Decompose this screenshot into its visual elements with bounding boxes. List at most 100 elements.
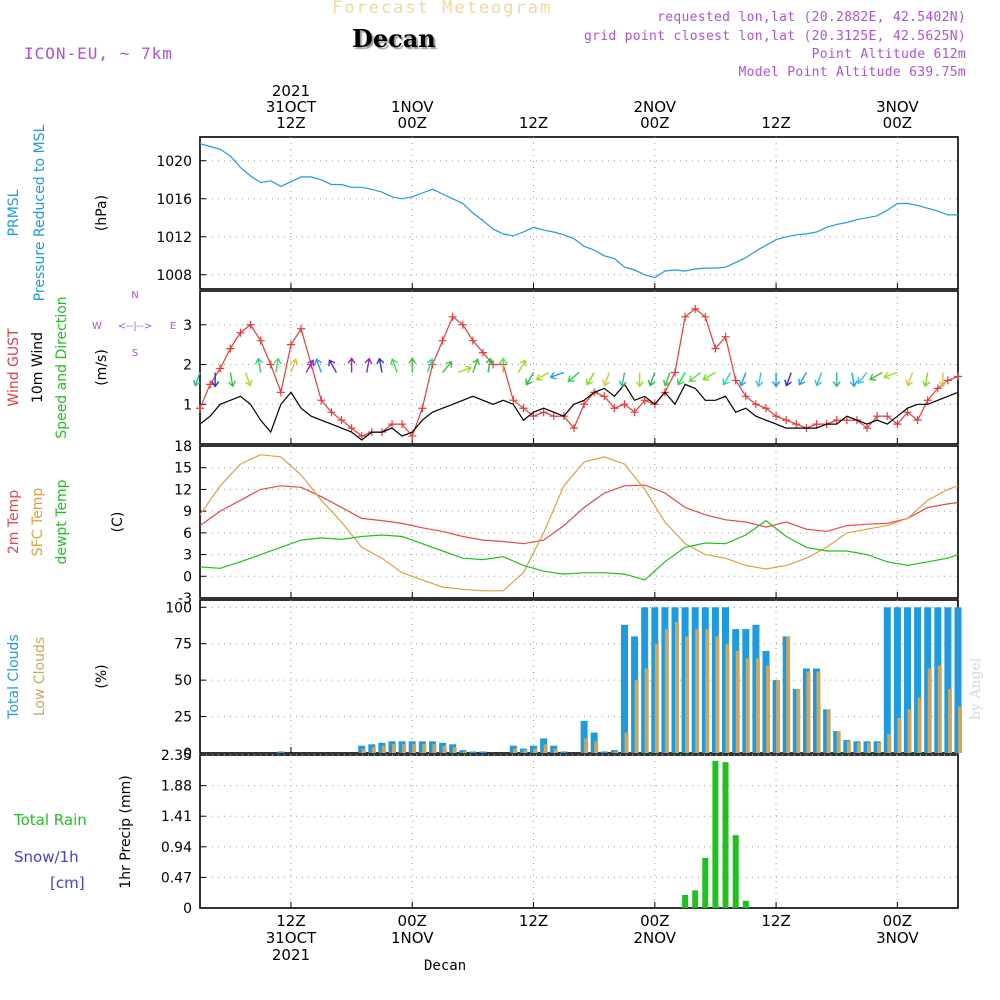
wind-arrow-31 — [662, 372, 671, 387]
bar-clouds-low-44 — [644, 668, 649, 753]
bar-clouds-low-73 — [937, 665, 942, 753]
bar-clouds-low-35 — [553, 748, 558, 753]
bar-clouds-total-71 — [914, 607, 922, 753]
axis-label-pressure-0: PRMSL — [6, 189, 22, 236]
bar-clouds-low-33 — [533, 748, 538, 753]
axis-label-wind-1: 10m Wind — [30, 332, 46, 403]
gust-marker-57 — [772, 412, 781, 421]
wind-arrow-48 — [922, 372, 931, 388]
gust-marker-24 — [438, 336, 447, 345]
chart-title: Forecast Meteogram — [332, 0, 553, 18]
y-tick-label-clouds-3: 75 — [174, 637, 192, 653]
wind-arrow-27 — [602, 372, 610, 387]
bar-clouds-low-63 — [836, 731, 841, 753]
wind-arrow-1 — [211, 372, 220, 388]
bar-clouds-low-57 — [776, 680, 781, 753]
wind-arrow-11 — [364, 357, 373, 373]
wind-arrow-16 — [442, 360, 453, 373]
gust-marker-0 — [196, 404, 204, 413]
wind-arrow-49 — [938, 372, 947, 388]
bar-clouds-low-75 — [958, 706, 962, 753]
bar-clouds-total-28 — [479, 751, 487, 753]
bar-clouds-total-36 — [560, 751, 568, 753]
bar-clouds-low-34 — [543, 744, 548, 753]
bar-clouds-low-62 — [826, 709, 831, 753]
axis-label-precip-2: [cm] — [50, 874, 85, 892]
gridpoint-coords: grid point closest lon,lat (20.3125E, 42… — [584, 29, 966, 44]
y-tick-label-precip-5: 2.35 — [161, 748, 192, 764]
wind-arrow-36 — [738, 372, 747, 387]
y-tick-label-precip-2: 0.94 — [161, 840, 192, 856]
y-tick-label-wind-1: 2 — [183, 358, 192, 374]
gust-marker-25 — [448, 312, 457, 321]
bar-clouds-low-43 — [634, 680, 639, 753]
footer-location: Decan — [424, 958, 467, 974]
gust-marker-66 — [863, 424, 872, 433]
y-tick-label-temp-7: 18 — [174, 439, 192, 455]
bar-clouds-low-31 — [513, 748, 518, 753]
y-tick-label-clouds-2: 50 — [174, 673, 192, 689]
gust-marker-71 — [913, 416, 922, 425]
wind-arrow-15 — [426, 358, 435, 373]
gust-marker-75 — [954, 372, 962, 381]
bar-clouds-low-54 — [745, 658, 750, 753]
gust-marker-28 — [478, 348, 487, 357]
wind-arrow-39 — [784, 372, 792, 387]
wind-arrow-42 — [832, 372, 841, 388]
unit-label-clouds: (%) — [94, 664, 110, 688]
y-tick-label-pressure-0: 1008 — [156, 268, 192, 284]
bar-clouds-total-69 — [893, 607, 901, 753]
bar-clouds-low-61 — [816, 671, 821, 753]
bar-clouds-low-20 — [402, 744, 407, 753]
gust-marker-1 — [206, 380, 215, 389]
bar-clouds-low-60 — [806, 671, 811, 753]
bar-clouds-low-38 — [584, 738, 589, 753]
wind-arrow-45 — [869, 371, 883, 381]
bottom-time-label-5-1: 3NOV — [876, 929, 919, 947]
gust-marker-9 — [286, 340, 295, 349]
bar-clouds-low-39 — [594, 741, 599, 753]
gust-marker-2 — [216, 364, 225, 373]
y-tick-label-temp-1: 0 — [183, 569, 192, 585]
gust-marker-14 — [337, 416, 346, 425]
model-altitude: Model Point Altitude 639.75m — [738, 65, 966, 80]
axis-label-pressure-1: Pressure Reduced to MSL — [32, 124, 48, 301]
y-tick-label-pressure-3: 1020 — [156, 154, 192, 170]
wind-arrow-35 — [722, 372, 732, 386]
bar-clouds-low-32 — [523, 750, 528, 753]
bar-clouds-low-16 — [361, 748, 366, 753]
gust-marker-29 — [489, 360, 498, 369]
wind-arrow-10 — [347, 357, 356, 373]
gust-marker-21 — [408, 432, 417, 441]
gust-marker-58 — [782, 416, 791, 425]
y-tick-label-temp-3: 6 — [183, 526, 192, 542]
wind-arrow-25 — [567, 371, 580, 383]
wind-arrow-33 — [688, 371, 701, 383]
top-time-label-5-1: 00Z — [883, 114, 912, 132]
panel-frame-temp — [199, 445, 959, 599]
gust-marker-8 — [276, 388, 285, 397]
gust-marker-67 — [873, 412, 882, 421]
gust-marker-49 — [691, 304, 700, 313]
gust-marker-5 — [246, 320, 255, 329]
y-tick-label-temp-6: 15 — [174, 461, 192, 477]
bottom-time-label-5-0: 00Z — [883, 912, 912, 930]
axis-label-temp-0: 2m Temp — [6, 490, 22, 554]
wind-arrow-29 — [635, 372, 644, 388]
bottom-time-label-1-1: 1NOV — [391, 929, 434, 947]
y-tick-label-temp-0: -3 — [178, 591, 192, 607]
bar-clouds-low-17 — [371, 747, 376, 753]
point-altitude: Point Altitude 612m — [811, 47, 966, 62]
y-tick-label-clouds-4: 100 — [165, 600, 192, 616]
top-time-label-2-0: 12Z — [519, 114, 548, 132]
bar-clouds-low-22 — [422, 744, 427, 753]
unit-label-pressure: (hPa) — [94, 195, 110, 231]
bar-clouds-low-71 — [917, 697, 922, 753]
gust-marker-61 — [812, 420, 821, 429]
top-time-label-0-1: 31OCT — [266, 98, 317, 116]
y-tick-label-clouds-0: 0 — [183, 746, 192, 762]
gust-marker-43 — [630, 408, 639, 417]
wind-arrow-44 — [857, 372, 868, 385]
wind-arrow-9 — [328, 359, 338, 373]
axis-label-temp-2: dewpt Temp — [54, 479, 70, 564]
